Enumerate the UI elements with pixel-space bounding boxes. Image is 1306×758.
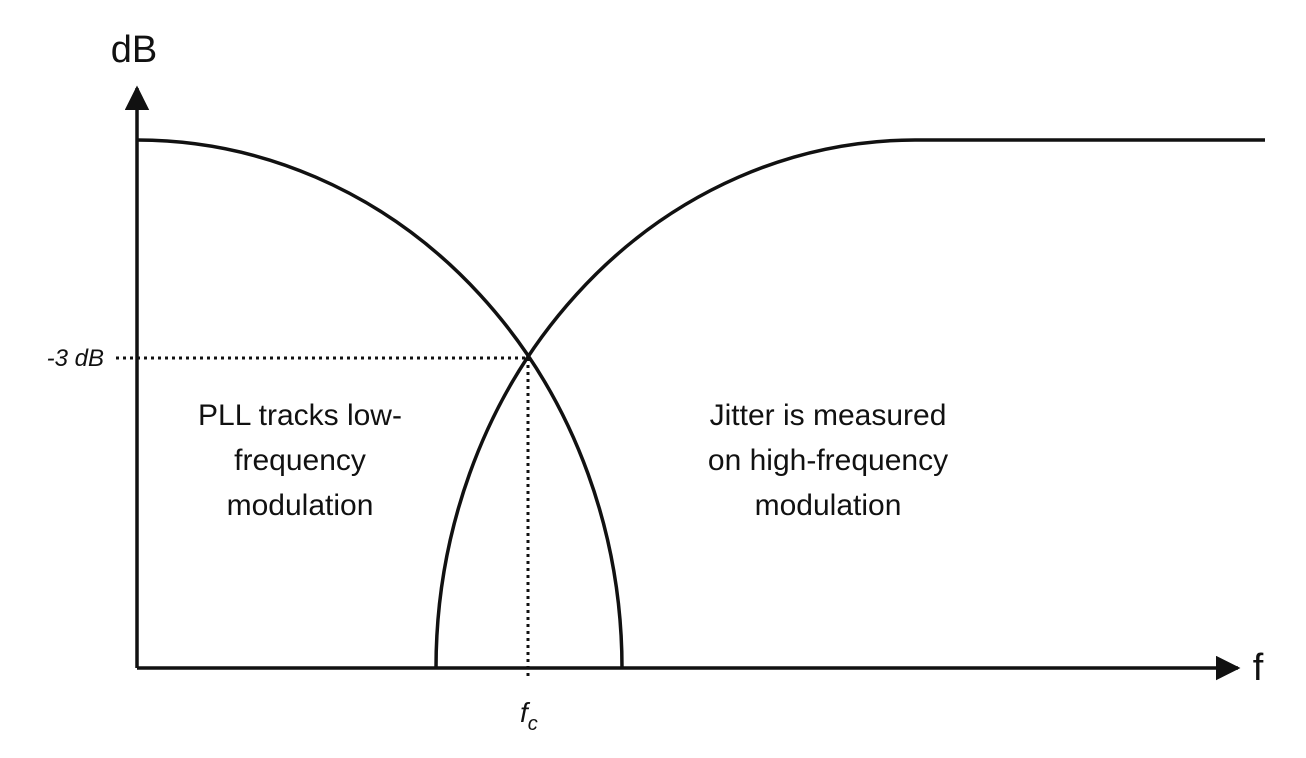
svg-text:PLL tracks low-: PLL tracks low- bbox=[198, 399, 402, 432]
low-pass-curve bbox=[136, 138, 624, 669]
left-region-text: PLL tracks low- frequency modulation bbox=[198, 399, 402, 522]
svg-text:on high-frequency: on high-frequency bbox=[708, 444, 948, 477]
x-axis-label: f bbox=[1253, 647, 1264, 689]
svg-text:modulation: modulation bbox=[227, 489, 374, 522]
right-region-text: Jitter is measured on high-frequency mod… bbox=[708, 399, 948, 522]
y-axis-label: dB bbox=[111, 29, 157, 71]
level-label: -3 dB bbox=[47, 345, 104, 372]
cutoff-label: fc bbox=[520, 697, 538, 735]
svg-text:frequency: frequency bbox=[234, 444, 366, 477]
svg-text:Jitter is measured: Jitter is measured bbox=[710, 399, 947, 432]
svg-text:modulation: modulation bbox=[755, 489, 902, 522]
high-pass-curve bbox=[434, 138, 1265, 669]
